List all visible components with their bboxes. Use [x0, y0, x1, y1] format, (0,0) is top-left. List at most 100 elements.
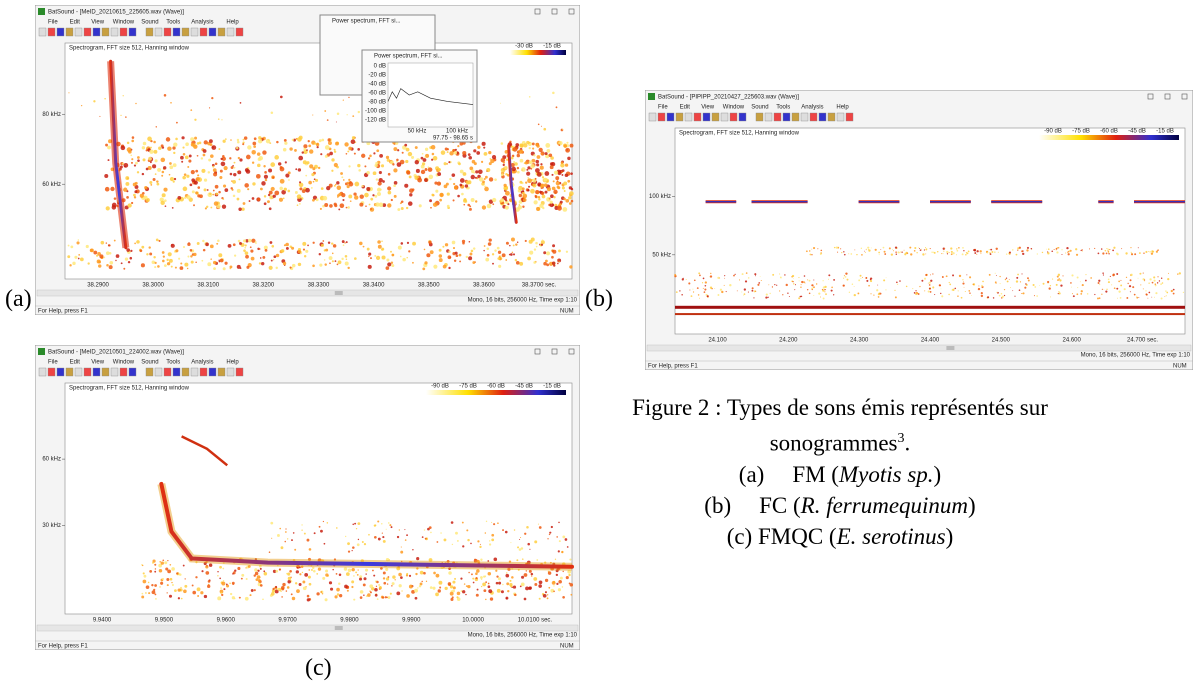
noise-dot — [347, 550, 351, 553]
noise-dot — [159, 561, 161, 563]
noise-dot — [124, 257, 129, 261]
menu-item[interactable]: Help — [226, 20, 239, 26]
menu-item[interactable]: Edit — [70, 360, 81, 366]
noise-dot — [391, 253, 395, 257]
noise-dot — [247, 145, 252, 150]
noise-dot — [250, 249, 254, 253]
noise-dot — [554, 558, 557, 560]
menu-item[interactable]: View — [701, 105, 715, 111]
noise-dot — [348, 165, 351, 168]
x-tick-label: 9.9400 — [93, 618, 112, 624]
noise-dot — [1080, 290, 1083, 293]
noise-dot — [270, 259, 273, 262]
noise-dot — [156, 180, 159, 183]
noise-dot — [298, 582, 302, 586]
menu-item[interactable]: Tools — [776, 105, 790, 111]
menu-item[interactable]: Sound — [751, 105, 768, 111]
noise-dot — [342, 244, 345, 247]
menu-item[interactable]: File — [658, 105, 668, 111]
menu-item[interactable]: Analysis — [191, 360, 213, 366]
menu-item[interactable]: Analysis — [191, 20, 213, 26]
menu-item[interactable]: Window — [113, 20, 135, 26]
noise-dot — [1143, 280, 1145, 282]
noise-dot — [239, 242, 242, 245]
noise-dot — [209, 244, 214, 249]
noise-dot — [516, 166, 520, 170]
noise-dot — [275, 266, 278, 270]
noise-dot — [359, 194, 364, 199]
noise-dot — [1071, 293, 1073, 295]
noise-dot — [725, 291, 727, 293]
noise-dot — [502, 161, 506, 164]
noise-dot — [283, 138, 287, 142]
menu-item[interactable]: File — [48, 360, 58, 366]
menu-item[interactable]: Window — [113, 360, 135, 366]
noise-dot — [422, 267, 426, 271]
toolbar-button — [145, 27, 154, 37]
menu-item[interactable]: Sound — [141, 360, 158, 366]
noise-dot — [428, 174, 434, 180]
noise-dot — [791, 274, 795, 278]
noise-dot — [359, 596, 363, 599]
noise-dot — [244, 244, 247, 247]
noise-dot — [1047, 248, 1050, 250]
noise-dot — [77, 257, 80, 260]
menu-item[interactable]: Window — [723, 105, 745, 111]
noise-dot — [724, 277, 726, 279]
noise-dot — [385, 577, 390, 581]
noise-dot — [347, 266, 350, 270]
noise-dot — [72, 261, 76, 266]
noise-dot — [1127, 282, 1129, 285]
noise-dot — [284, 141, 288, 145]
noise-dot — [710, 272, 712, 275]
item-label: (b) — [704, 492, 732, 518]
noise-dot — [564, 538, 568, 541]
noise-dot — [134, 242, 136, 245]
noise-dot — [158, 563, 162, 568]
menu-item[interactable]: Edit — [680, 105, 691, 111]
menu-item[interactable]: Analysis — [801, 105, 823, 111]
noise-dot — [261, 181, 266, 186]
noise-dot — [1011, 249, 1014, 251]
noise-dot — [162, 259, 165, 263]
noise-dot — [208, 139, 213, 144]
menu-item[interactable]: Help — [226, 360, 239, 366]
noise-dot — [455, 254, 459, 258]
noise-dot — [511, 576, 514, 579]
noise-dot — [1057, 273, 1061, 277]
noise-dot — [555, 181, 560, 186]
noise-dot — [828, 278, 829, 280]
noise-dot — [332, 568, 334, 571]
menu-item[interactable]: Tools — [166, 20, 180, 26]
menu-item[interactable]: Sound — [141, 20, 158, 26]
noise-dot — [216, 242, 219, 245]
menu-item[interactable]: Help — [836, 105, 849, 111]
toolbar-button — [657, 112, 666, 122]
noise-dot — [928, 287, 931, 290]
noise-dot — [486, 247, 490, 251]
noise-dot — [364, 165, 367, 168]
noise-dot — [534, 540, 538, 544]
menu-item[interactable]: File — [48, 20, 58, 26]
scroll-thumb — [334, 291, 343, 295]
noise-dot — [518, 149, 524, 154]
noise-dot — [470, 198, 475, 202]
menu-item[interactable]: Tools — [166, 360, 180, 366]
noise-dot — [1057, 293, 1059, 295]
menu-item[interactable]: View — [91, 360, 105, 366]
menu-item[interactable]: Edit — [70, 20, 81, 26]
noise-dot — [218, 260, 221, 263]
db-label: -90 dB — [1044, 129, 1062, 135]
noise-dot — [154, 584, 157, 587]
noise-dot — [914, 246, 917, 250]
noise-dot — [201, 259, 204, 262]
noise-dot — [165, 567, 169, 571]
noise-dot — [491, 521, 493, 523]
window-title: BatSound - [MeID_20210615_225605.wav (Wa… — [48, 10, 184, 16]
noise-dot — [500, 157, 506, 163]
noise-dot — [237, 140, 240, 144]
noise-dot — [523, 143, 528, 148]
noise-dot — [474, 558, 476, 561]
noise-dot — [265, 138, 271, 144]
menu-item[interactable]: View — [91, 20, 105, 26]
